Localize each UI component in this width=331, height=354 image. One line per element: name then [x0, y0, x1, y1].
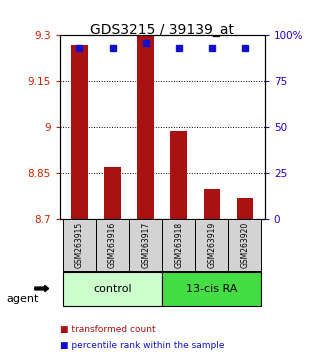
- FancyBboxPatch shape: [162, 272, 261, 306]
- Text: ■ transformed count: ■ transformed count: [60, 325, 155, 334]
- Bar: [237, 198, 253, 219]
- Text: GDS3215 / 39139_at: GDS3215 / 39139_at: [90, 23, 234, 37]
- FancyBboxPatch shape: [129, 219, 162, 271]
- Bar: [170, 131, 187, 219]
- Bar: [71, 45, 88, 219]
- Bar: [137, 35, 154, 219]
- Text: control: control: [93, 284, 132, 293]
- Text: GSM263915: GSM263915: [75, 222, 84, 268]
- Text: GSM263919: GSM263919: [207, 222, 216, 268]
- FancyBboxPatch shape: [63, 219, 96, 271]
- FancyBboxPatch shape: [228, 219, 261, 271]
- Text: GSM263920: GSM263920: [240, 222, 250, 268]
- Text: GSM263918: GSM263918: [174, 222, 183, 268]
- Text: 13-cis RA: 13-cis RA: [186, 284, 238, 293]
- Bar: [104, 167, 121, 219]
- FancyBboxPatch shape: [162, 219, 195, 271]
- FancyBboxPatch shape: [195, 219, 228, 271]
- FancyBboxPatch shape: [96, 219, 129, 271]
- Text: GSM263917: GSM263917: [141, 222, 150, 268]
- Bar: [204, 189, 220, 219]
- Text: GSM263916: GSM263916: [108, 222, 117, 268]
- Text: agent: agent: [7, 294, 39, 304]
- Text: ■ percentile rank within the sample: ■ percentile rank within the sample: [60, 341, 224, 350]
- FancyBboxPatch shape: [63, 272, 162, 306]
